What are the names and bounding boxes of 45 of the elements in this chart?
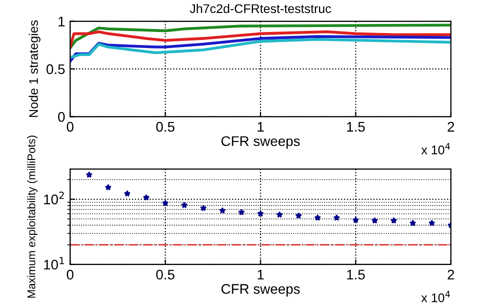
point xyxy=(333,214,340,221)
text: x 10$^{4}$ xyxy=(421,143,450,154)
point xyxy=(390,217,398,224)
text: x 10$^{4}$ xyxy=(421,290,450,302)
point xyxy=(124,190,131,197)
x-tick-label: 0.5 xyxy=(156,122,174,132)
x-tick-label: 1.5 xyxy=(347,122,365,132)
point xyxy=(86,171,93,178)
y-tick-label: 0 xyxy=(58,112,65,122)
point xyxy=(162,200,169,206)
x-tick-label: 1.5 xyxy=(347,270,365,280)
point xyxy=(371,217,378,224)
point xyxy=(352,216,360,223)
point xyxy=(219,207,226,214)
point xyxy=(200,204,207,212)
point xyxy=(276,211,283,218)
x-axis-title: CFR sweeps xyxy=(221,136,300,149)
y-tick-label: 0.5 xyxy=(46,64,65,74)
y-tick-label: 1 xyxy=(58,16,65,26)
x-tick-label: 1 xyxy=(258,122,264,132)
line-series xyxy=(70,24,451,50)
x-tick-label: 0.5 xyxy=(156,270,174,280)
point xyxy=(295,212,302,219)
x-tick-label: 0 xyxy=(66,122,74,132)
x-tick-label: 2 xyxy=(448,270,454,280)
x-axis-title: CFR sweeps xyxy=(221,284,300,297)
point xyxy=(314,214,321,221)
x-tick-label: 0 xyxy=(66,270,74,280)
point xyxy=(181,202,188,208)
point xyxy=(142,194,150,201)
point xyxy=(428,220,436,226)
line-series xyxy=(70,35,451,63)
y-axis-title: Maximum exploitability (milliPots) xyxy=(27,136,38,298)
x-tick-label: 2 xyxy=(448,122,454,132)
x-tick-label: 1 xyxy=(258,270,264,280)
point xyxy=(104,184,112,190)
y-tick-label: 10$^{2}$ xyxy=(44,192,64,204)
y-tick-label: 10$^{1}$ xyxy=(44,257,64,270)
point xyxy=(409,220,416,226)
line-series xyxy=(70,38,451,59)
chart-title: Jh7c2d-CFRtest-teststruc xyxy=(190,4,332,14)
point xyxy=(257,210,264,217)
y-axis-title: Node 1 strategies xyxy=(28,20,40,117)
point xyxy=(238,208,245,216)
line-series xyxy=(70,30,451,48)
